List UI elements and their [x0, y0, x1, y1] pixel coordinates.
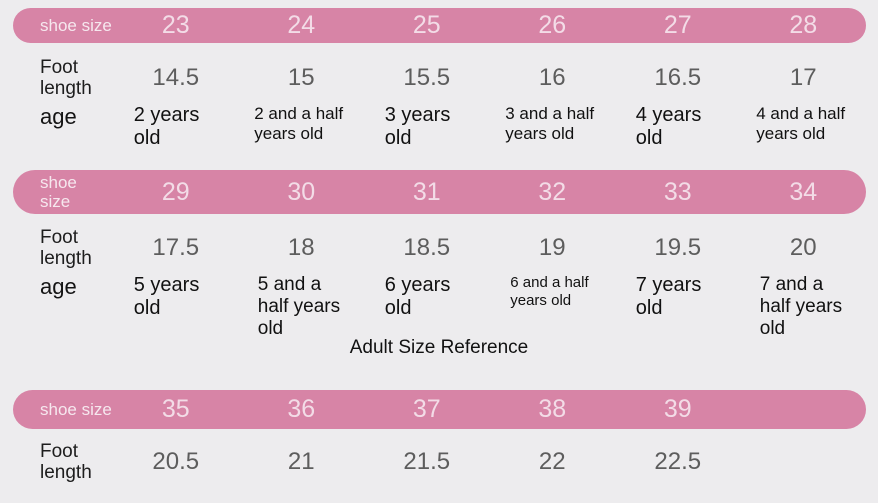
shoe-size-cell: 31 — [412, 177, 441, 206]
shoe-size-header-row-1: shoe size 23 24 25 26 27 28 — [13, 8, 866, 43]
foot-length-row-2: Foot length 17.5 18 18.5 19 19.5 20 — [13, 222, 866, 274]
foot-length-row-1: Foot length 14.5 15 15.5 16 16.5 17 — [13, 52, 866, 104]
shoe-size-cell: 36 — [287, 395, 316, 423]
foot-length-cell: 18.5 — [403, 234, 451, 261]
shoe-size-cell: 30 — [287, 177, 316, 206]
adult-size-reference-title: Adult Size Reference — [349, 337, 529, 358]
shoe-size-cell: 39 — [663, 395, 692, 423]
foot-length-cell: 19 — [538, 234, 566, 261]
foot-length-cell: 19.5 — [654, 234, 702, 261]
foot-length-cell: 22.5 — [654, 448, 702, 475]
foot-length-cell: 21.5 — [403, 448, 451, 475]
shoe-size-header-row-2: shoe size 29 30 31 32 33 34 — [13, 170, 866, 214]
foot-length-cell: 17.5 — [152, 234, 200, 261]
shoe-size-cell: 24 — [287, 11, 316, 39]
shoe-size-cell: 33 — [663, 177, 692, 206]
age-cell: 4 and a half years old — [756, 104, 846, 143]
age-cell: 6 years old — [384, 274, 451, 319]
foot-length-cell: 14.5 — [152, 64, 200, 91]
age-cell: 3 and a half years old — [505, 104, 595, 143]
age-label: age — [40, 274, 77, 299]
age-row-1: age 2 years old 2 and a half years old 3… — [13, 104, 866, 150]
shoe-size-cell: 37 — [412, 395, 441, 423]
foot-length-label: Foot length — [40, 441, 92, 483]
shoe-size-label: shoe size — [40, 16, 112, 35]
age-cell: 7 and a half years old — [759, 274, 843, 339]
foot-length-cell: 15 — [287, 64, 315, 91]
shoe-size-cell: 29 — [161, 177, 190, 206]
foot-length-cell: 18 — [287, 234, 315, 261]
age-cell: 7 years old — [635, 274, 702, 319]
age-cell: 4 years old — [635, 104, 702, 149]
shoe-size-cell: 23 — [161, 11, 190, 39]
foot-length-cell: 17 — [789, 64, 817, 91]
foot-length-cell: 16 — [538, 64, 566, 91]
shoe-size-cell: 27 — [663, 11, 692, 39]
shoe-size-cell: 32 — [538, 177, 567, 206]
age-cell: 5 and a half years old — [257, 274, 341, 339]
foot-length-label: Foot length — [40, 57, 92, 99]
foot-length-label: Foot length — [40, 227, 92, 269]
age-cell: 6 and a half years old — [510, 274, 589, 309]
age-label: age — [40, 104, 77, 129]
shoe-size-cell: 35 — [161, 395, 190, 423]
foot-length-cell: 22 — [538, 448, 566, 475]
age-cell: 2 years old — [133, 104, 200, 149]
shoe-size-label: shoe size — [40, 173, 77, 211]
foot-length-row-3: Foot length 20.5 21 21.5 22 22.5 — [13, 436, 866, 488]
shoe-size-cell: 38 — [538, 395, 567, 423]
age-cell: 3 years old — [384, 104, 451, 149]
shoe-size-cell: 26 — [538, 11, 567, 39]
age-cell: 5 years old — [133, 274, 200, 319]
age-row-2: age 5 years old 5 and a half years old 6… — [13, 274, 866, 340]
shoe-size-header-row-3: shoe size 35 36 37 38 39 — [13, 390, 866, 429]
foot-length-cell: 20 — [789, 234, 817, 261]
shoe-size-cell: 25 — [412, 11, 441, 39]
shoe-size-cell: 34 — [789, 177, 818, 206]
foot-length-cell: 20.5 — [152, 448, 200, 475]
foot-length-cell: 16.5 — [654, 64, 702, 91]
foot-length-cell: 21 — [287, 448, 315, 475]
shoe-size-label: shoe size — [40, 400, 112, 419]
age-cell: 2 and a half years old — [254, 104, 344, 143]
foot-length-cell: 15.5 — [403, 64, 451, 91]
shoe-size-cell: 28 — [789, 11, 818, 39]
